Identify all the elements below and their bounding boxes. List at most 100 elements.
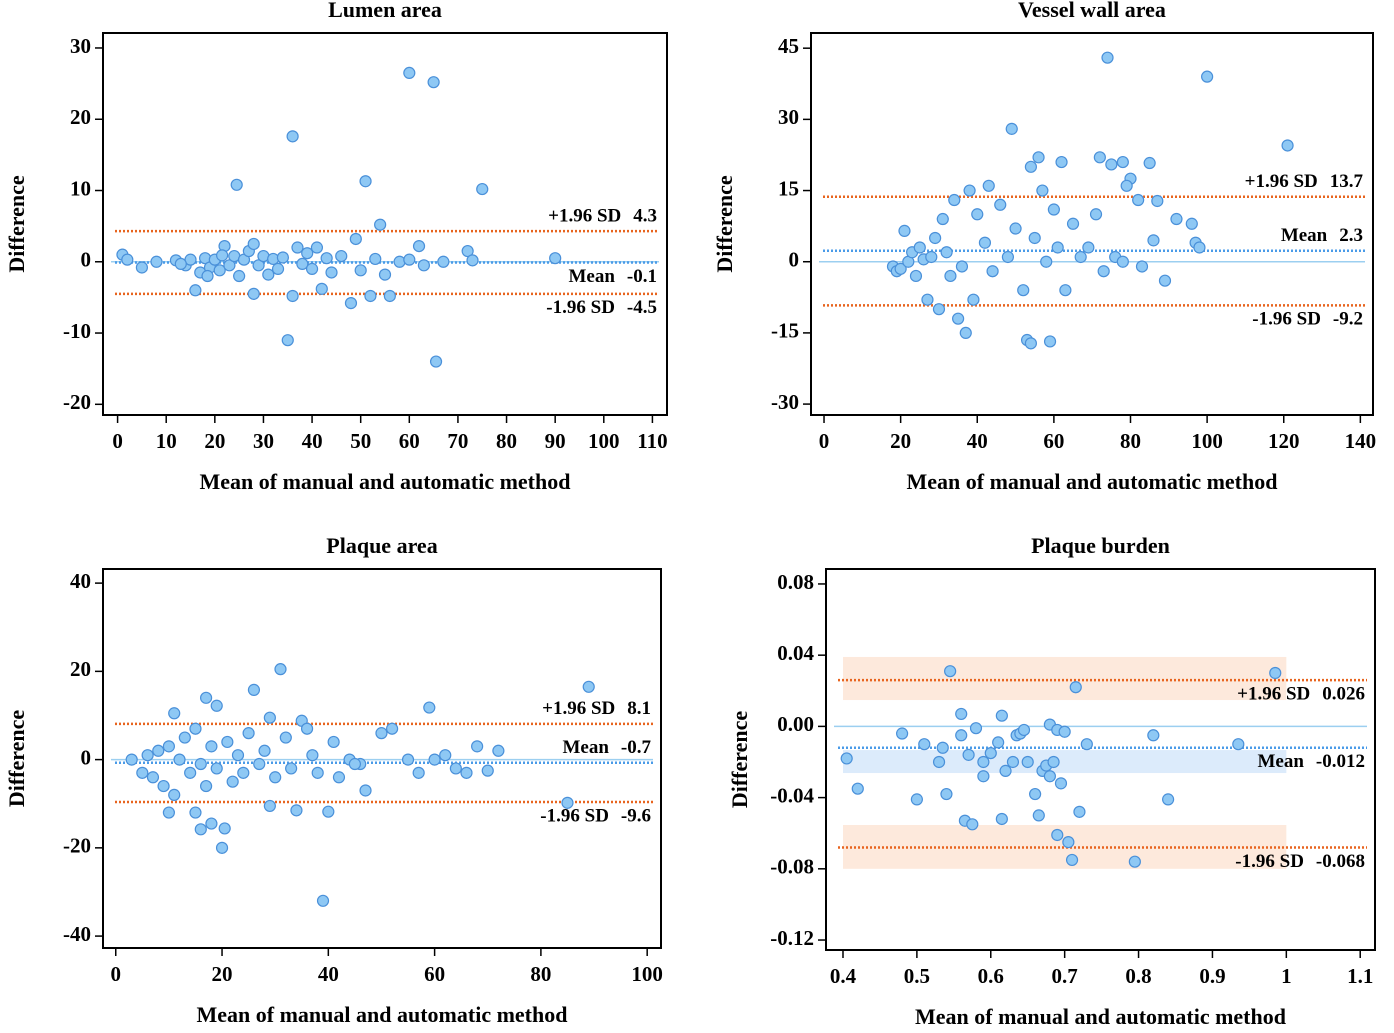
point <box>955 729 968 742</box>
point <box>252 259 265 272</box>
x-tick-label: 100 <box>1191 429 1223 453</box>
point <box>1047 755 1060 769</box>
point <box>146 771 160 784</box>
point <box>437 255 450 268</box>
point <box>247 287 260 300</box>
x-tick-label: 20 <box>212 962 233 986</box>
point <box>247 683 261 696</box>
point <box>205 817 218 830</box>
point <box>1051 241 1064 254</box>
limit-value: -4.5 <box>627 297 657 318</box>
y-tick-label: 20 <box>70 657 91 681</box>
point <box>1055 155 1068 169</box>
x-tick-label: 0.9 <box>1199 964 1225 988</box>
y-tick-label: 10 <box>70 176 91 200</box>
point <box>383 289 396 303</box>
point <box>332 771 346 784</box>
point <box>216 249 229 262</box>
point <box>896 727 909 740</box>
point <box>205 740 218 753</box>
point <box>157 779 170 793</box>
y-tick-label: -30 <box>771 390 799 414</box>
x-tick-label: 10 <box>156 429 177 453</box>
point <box>393 255 406 268</box>
point <box>136 766 149 779</box>
point <box>1006 755 1020 769</box>
point <box>291 241 304 254</box>
plot-frame <box>810 32 1374 416</box>
x-tick-label: 0.8 <box>1125 964 1151 988</box>
point <box>582 680 595 693</box>
limit-value: -0.7 <box>621 737 652 758</box>
point <box>962 748 975 761</box>
point <box>233 269 246 283</box>
y-tick-label: 15 <box>778 176 799 200</box>
limit-name: Mean <box>1281 225 1328 246</box>
point <box>918 738 931 751</box>
point <box>189 284 202 297</box>
point <box>1069 681 1082 694</box>
point <box>1080 738 1093 751</box>
point <box>984 746 997 760</box>
point <box>290 804 303 817</box>
point <box>231 749 245 762</box>
point <box>427 76 440 89</box>
x-tick-label: 120 <box>1268 429 1300 453</box>
limit-value: -0.012 <box>1316 751 1365 772</box>
point <box>1116 255 1129 268</box>
point <box>840 752 853 765</box>
x-tick-label: 80 <box>496 429 517 453</box>
point <box>963 184 976 197</box>
point <box>364 289 377 303</box>
x-tick-label: 40 <box>302 429 323 453</box>
point <box>226 775 239 788</box>
point <box>162 806 175 819</box>
point <box>995 709 1008 722</box>
point <box>327 735 340 749</box>
x-tick-label: 50 <box>350 429 371 453</box>
chart-title: Plaque burden <box>1031 533 1170 558</box>
y-axis-label: Difference <box>4 175 29 273</box>
point <box>1162 793 1175 806</box>
point <box>1066 217 1080 230</box>
point <box>1032 151 1045 164</box>
chart-title: Vessel wall area <box>1018 0 1166 22</box>
point <box>174 257 187 271</box>
chart-title: Plaque area <box>326 533 437 558</box>
point <box>929 231 942 245</box>
point <box>969 722 983 735</box>
point <box>184 766 197 779</box>
point <box>936 741 949 754</box>
limit-value: 2.3 <box>1339 225 1363 246</box>
point <box>898 224 911 237</box>
x-tick-label: 1 <box>1281 964 1292 988</box>
point <box>210 699 223 712</box>
point <box>301 247 314 260</box>
point <box>932 755 946 769</box>
point <box>403 253 416 266</box>
point <box>279 731 292 744</box>
x-tick-label: 0.6 <box>978 964 1004 988</box>
point <box>344 297 358 310</box>
point <box>977 770 990 783</box>
limit-name: Mean <box>562 737 609 758</box>
point <box>913 241 926 254</box>
point <box>1105 158 1118 171</box>
y-tick-label: -10 <box>63 319 91 343</box>
point <box>320 252 333 265</box>
point <box>401 753 415 766</box>
point <box>237 766 250 779</box>
point <box>921 293 934 306</box>
point <box>1120 179 1133 192</box>
point <box>189 806 202 819</box>
y-tick-label: 0 <box>81 745 92 769</box>
point <box>1089 208 1103 221</box>
point <box>194 823 207 836</box>
point <box>223 259 236 272</box>
x-tick-label: 100 <box>631 962 663 986</box>
x-tick-label: 0.4 <box>830 964 857 988</box>
plot-frame <box>102 568 662 949</box>
point <box>1201 70 1214 83</box>
point <box>359 175 372 188</box>
